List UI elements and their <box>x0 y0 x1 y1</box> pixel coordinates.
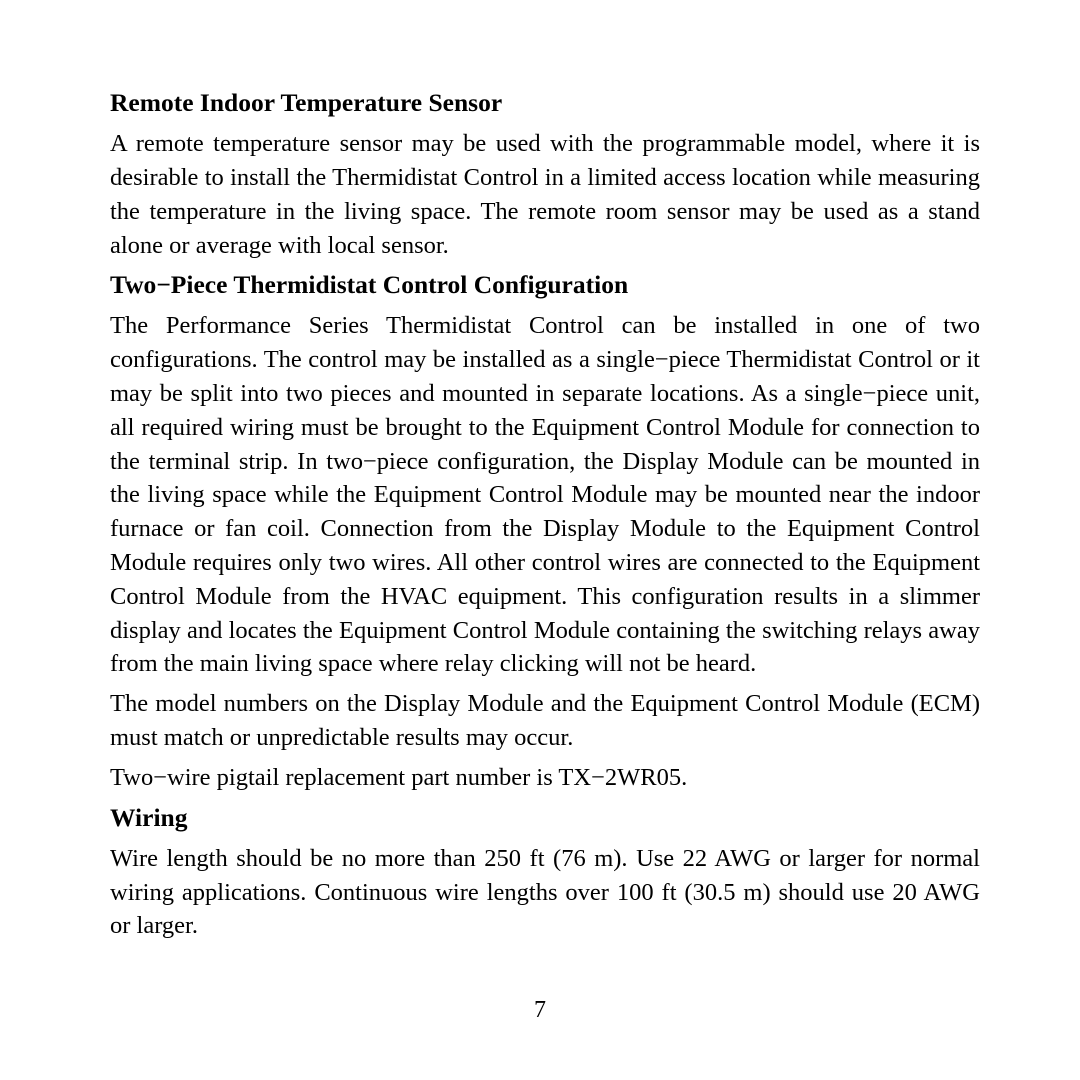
paragraph: The Performance Series Thermidistat Cont… <box>110 309 980 681</box>
paragraph: A remote temperature sensor may be used … <box>110 127 980 262</box>
section-heading-wiring: Wiring <box>110 801 980 834</box>
paragraph: Wire length should be no more than 250 f… <box>110 842 980 943</box>
document-page: Remote Indoor Temperature Sensor A remot… <box>0 0 1080 1080</box>
page-number: 7 <box>0 997 1080 1024</box>
paragraph: The model numbers on the Display Module … <box>110 687 980 755</box>
section-heading-two-piece-config: Two−Piece Thermidistat Control Configura… <box>110 268 980 301</box>
paragraph: Two−wire pigtail replacement part number… <box>110 761 980 795</box>
section-heading-remote-sensor: Remote Indoor Temperature Sensor <box>110 86 980 119</box>
